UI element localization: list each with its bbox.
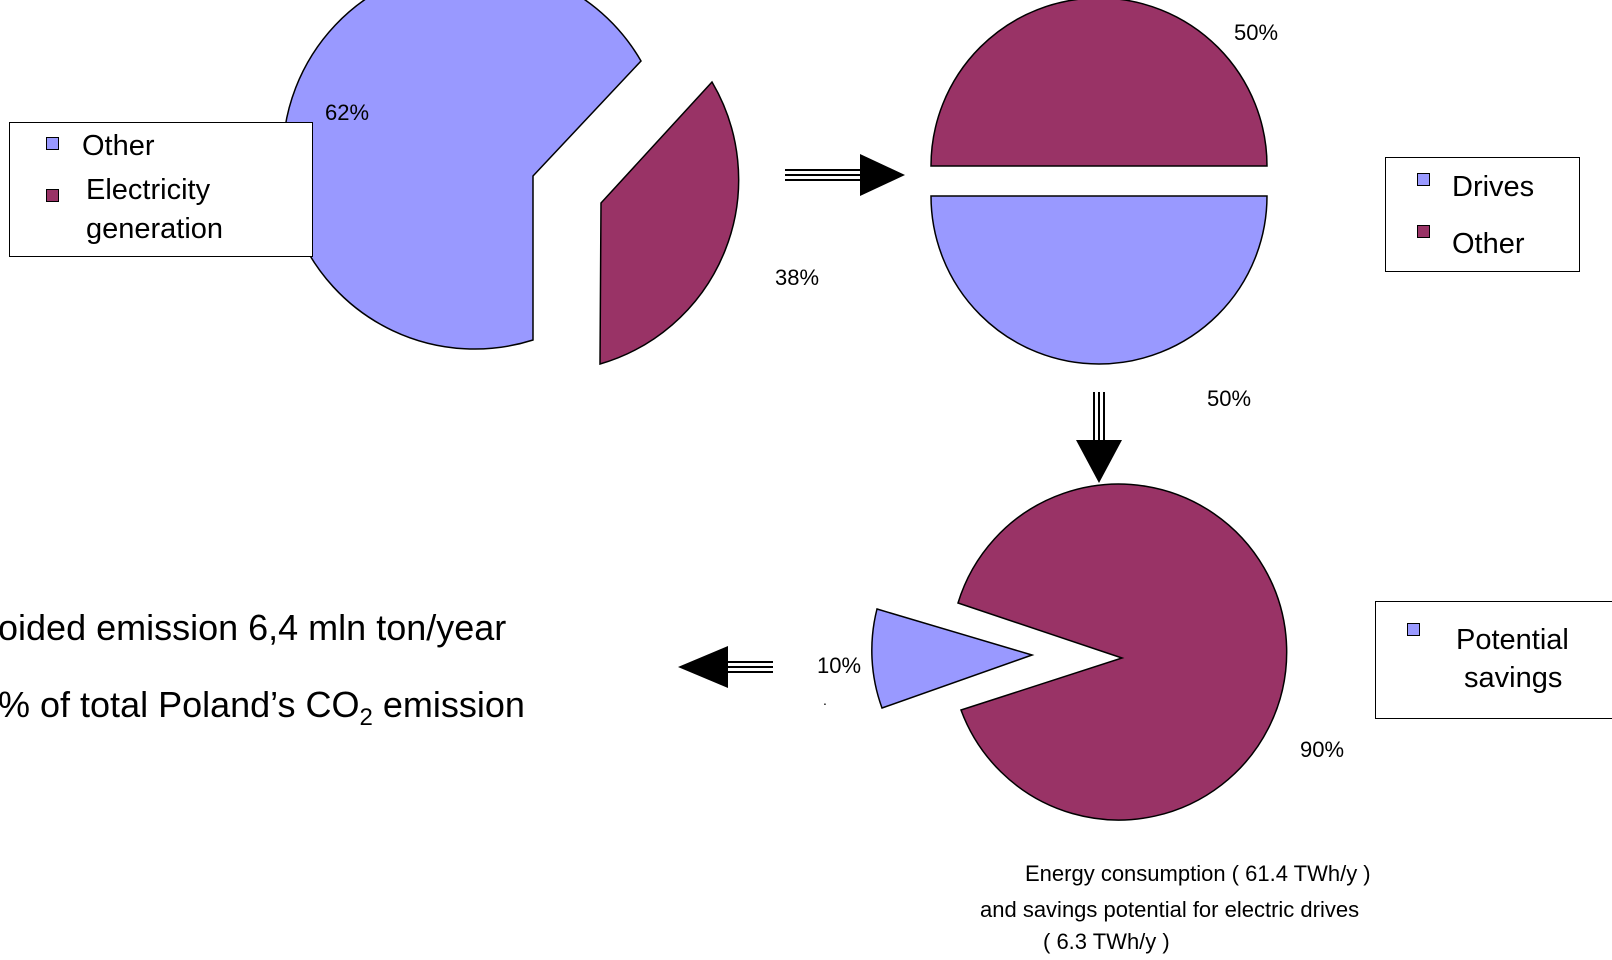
legend-pie2: Drives Other xyxy=(1385,157,1580,272)
caption-line-2: and savings potential for electric drive… xyxy=(980,897,1360,922)
legend-pie1: Other Electricity generation xyxy=(9,122,313,257)
pie3-label-potential-savings: 10% xyxy=(817,653,862,678)
pie-chart-1 xyxy=(282,0,740,366)
legend-label-generation: generation xyxy=(86,213,224,245)
emission-line-2-subscript: 2 xyxy=(359,704,373,732)
pie2-label-other: 50% xyxy=(1234,20,1279,45)
emission-line-2-prefix: % of total Poland’s CO xyxy=(0,684,360,725)
pie-chart-2 xyxy=(930,0,1268,365)
emission-line-2-suffix: emission xyxy=(372,684,525,725)
emission-line-2: % of total Poland’s CO2 emission xyxy=(0,684,525,732)
pie1-label-other: 62% xyxy=(325,100,370,125)
caption-line-1: Energy consumption ( 61.4 TWh/y ) xyxy=(1025,861,1371,886)
pie1-slice-other xyxy=(282,0,642,350)
pie2-label-drives: 50% xyxy=(1207,386,1252,411)
legend-label-other: Other xyxy=(1452,228,1525,260)
pie1-label-electricity-generation: 38% xyxy=(775,265,820,290)
emission-line-1: oided emission 6,4 mln ton/year xyxy=(0,607,507,648)
caption-line-3: ( 6.3 TWh/y ) xyxy=(1043,929,1170,954)
legend-swatch-electricity-generation xyxy=(46,189,59,202)
pie3-label-other: 90% xyxy=(1300,737,1345,762)
pie3-slice-other xyxy=(957,483,1288,821)
legend-label-savings: savings xyxy=(1464,662,1563,694)
legend-label-drives: Drives xyxy=(1452,171,1535,203)
pie2-slice-other xyxy=(930,0,1268,167)
legend-pie3: Potential savings xyxy=(1375,601,1612,719)
legend-label-potential: Potential xyxy=(1456,624,1569,656)
legend-label-other: Other xyxy=(82,130,155,162)
arrow-right-icon xyxy=(785,154,905,196)
arrow-down-icon xyxy=(1076,392,1122,483)
legend-swatch-potential-savings xyxy=(1407,623,1420,636)
legend-swatch-other xyxy=(1417,225,1430,238)
pie-chart-3 xyxy=(871,483,1288,821)
legend-label-electricity: Electricity xyxy=(86,174,211,206)
stray-dot: . xyxy=(823,692,827,708)
pie2-slice-drives xyxy=(930,195,1268,365)
legend-swatch-drives xyxy=(1417,173,1430,186)
pie3-slice-potential-savings xyxy=(871,608,1035,709)
legend-swatch-other xyxy=(46,137,59,150)
arrow-left-icon xyxy=(678,646,773,688)
pie1-slice-electricity-generation xyxy=(599,80,740,366)
